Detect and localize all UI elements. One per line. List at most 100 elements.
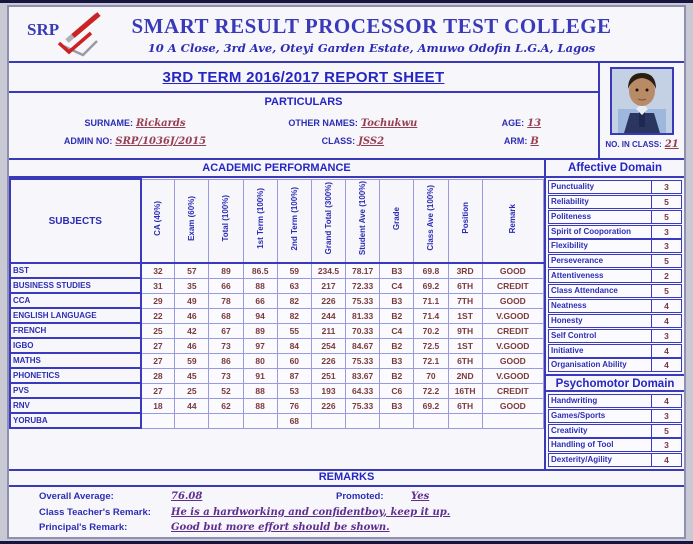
score-cell: 80: [242, 352, 278, 369]
score-cell: 73: [208, 337, 244, 354]
domain-label: Perseverance: [551, 256, 604, 266]
class-field: CLASS: JSS2: [257, 136, 449, 147]
score-cell: 72.33: [345, 277, 381, 294]
column-header: CA (40%): [140, 178, 176, 264]
domain-label: Organisation Ability: [551, 360, 627, 370]
domain-score: 2: [651, 270, 681, 283]
domain-score: 4: [651, 359, 681, 372]
score-cell: 91: [242, 367, 278, 384]
score-cell: 46: [174, 337, 210, 354]
score-cell: [379, 412, 415, 429]
principal-remark-label: Principal's Remark:: [39, 521, 128, 533]
score-cell: 251: [310, 367, 347, 384]
student-portrait-image: [612, 69, 672, 133]
subject-name-cell: ENGLISH LANGUAGE: [9, 307, 142, 324]
score-cell: 226: [310, 397, 347, 414]
score-cell: 70.33: [345, 322, 381, 339]
domain-score: 3: [651, 409, 681, 422]
school-identity: SMART RESULT PROCESSOR TEST COLLEGE 10 A…: [119, 14, 684, 55]
score-cell: C6: [379, 382, 415, 399]
affective-domain-list: Punctuality 3 Reliability 5 Politeness 5 Spiri…: [546, 178, 684, 374]
academic-performance-table: SUBJECTS CA (40%) Exam (60%) Total (100%) 1…: [9, 178, 545, 429]
score-cell: V.GOOD: [481, 367, 545, 384]
score-cell: 25: [174, 382, 210, 399]
score-cell: 75.33: [345, 292, 381, 309]
score-cell: CREDIT: [481, 322, 545, 339]
column-header: Grand Total (300%): [310, 178, 347, 264]
domain-label: Politeness: [551, 211, 592, 221]
table-header-row: SUBJECTS CA (40%) Exam (60%) Total (100%) 1…: [9, 178, 545, 264]
column-header: 1st Term (100%): [242, 178, 278, 264]
score-cell: B2: [379, 367, 415, 384]
subject-row: RNV 18 44 62 88 76 226 75.33 B3 69.2 6TH GOOD: [9, 397, 545, 414]
score-cell: GOOD: [481, 262, 545, 279]
score-cell: GOOD: [481, 352, 545, 369]
subject-name-cell: FRENCH: [9, 322, 142, 339]
score-cell: 31: [140, 277, 176, 294]
subject-row: ENGLISH LANGUAGE 22 46 68 94 82 244 81.33 B2 71.4…: [9, 307, 545, 324]
school-address: 10 A Close, 3rd Ave, Oteyi Garden Estate…: [147, 40, 596, 55]
score-cell: 84: [276, 337, 312, 354]
score-cell: 9TH: [447, 322, 483, 339]
table-empty-area: [9, 429, 544, 469]
score-cell: GOOD: [481, 292, 545, 309]
score-cell: 64.33: [345, 382, 381, 399]
score-cell: 89: [208, 262, 244, 279]
domain-score: 5: [651, 210, 681, 223]
score-cell: [140, 412, 176, 429]
score-cell: GOOD: [481, 397, 545, 414]
column-header: Class Ave (100%): [413, 178, 449, 264]
domain-row: Reliability 5: [548, 194, 682, 209]
domain-label: Flexibility: [551, 241, 588, 251]
domain-score: 3: [651, 329, 681, 342]
domains-column: Affective Domain Punctuality 3 Reliability…: [546, 160, 684, 469]
subject-name-cell: YORUBA: [9, 412, 142, 429]
domain-row: Class Attendance 5: [548, 284, 682, 298]
domain-row: Spirit of Cooporation 3: [548, 224, 682, 239]
school-logo: SRP: [9, 9, 119, 59]
subject-name-cell: BUSINESS STUDIES: [9, 277, 142, 294]
score-cell: 45: [174, 367, 210, 384]
principal-remark-row: Principal's Remark: Good but more effort…: [39, 522, 684, 533]
subject-name-cell: PHONETICS: [9, 367, 142, 384]
score-cell: 6TH: [447, 352, 483, 369]
score-cell: 16TH: [447, 382, 483, 399]
score-cell: CREDIT: [481, 277, 545, 294]
subject-row: BST 32 57 89 86.5 59 234.5 78.17 B3 69.8 3RD GOOD: [9, 262, 545, 279]
score-cell: 32: [140, 262, 176, 279]
subject-row: IGBO 27 46 73 97 84 254 84.67 B2 72.5 1ST V.GOOD: [9, 337, 545, 354]
surname-field: SURNAME: Rickards: [13, 118, 257, 129]
score-cell: 67: [208, 322, 244, 339]
promoted-value: Yes: [411, 491, 430, 503]
domain-label: Dexterity/Agility: [551, 455, 612, 465]
score-cell: 27: [140, 382, 176, 399]
score-cell: V.GOOD: [481, 307, 545, 324]
remarks-heading: REMARKS: [9, 471, 684, 487]
no-in-class-label: NO. IN CLASS:: [605, 140, 662, 149]
score-cell: 71.4: [413, 307, 449, 324]
score-cell: [208, 412, 244, 429]
report-title-box: 3RD TERM 2016/2017 REPORT SHEET: [9, 63, 598, 93]
particulars-fields: SURNAME: Rickards OTHER NAMES: Tochukwu …: [9, 111, 598, 158]
score-cell: 72.1: [413, 352, 449, 369]
psychomotor-domain-list: Handwriting 4 Games/Sports 3 Creativity 5 Hand…: [546, 392, 684, 469]
domain-label: Attentiveness: [551, 271, 604, 281]
domain-row: Dexterity/Agility 4: [548, 453, 682, 468]
score-cell: 86: [208, 352, 244, 369]
score-cell: 88: [242, 277, 278, 294]
column-header: Exam (60%): [174, 178, 210, 264]
domain-row: Flexibility 3: [548, 239, 682, 254]
domain-row: Attentiveness 2: [548, 269, 682, 284]
remarks-rows: Overall Average: 76.08 Promoted: Yes Cla…: [9, 487, 684, 537]
domain-row: Self Control 3: [548, 328, 682, 343]
domain-score: 4: [651, 344, 681, 357]
domain-label: Reliability: [551, 196, 589, 206]
column-header: Total (100%): [208, 178, 244, 264]
score-cell: B3: [379, 262, 415, 279]
domain-score: 4: [651, 299, 681, 312]
column-header-label: Remark: [508, 203, 518, 233]
score-cell: B3: [379, 292, 415, 309]
score-cell: B3: [379, 397, 415, 414]
score-cell: 226: [310, 352, 347, 369]
score-cell: 81.33: [345, 307, 381, 324]
